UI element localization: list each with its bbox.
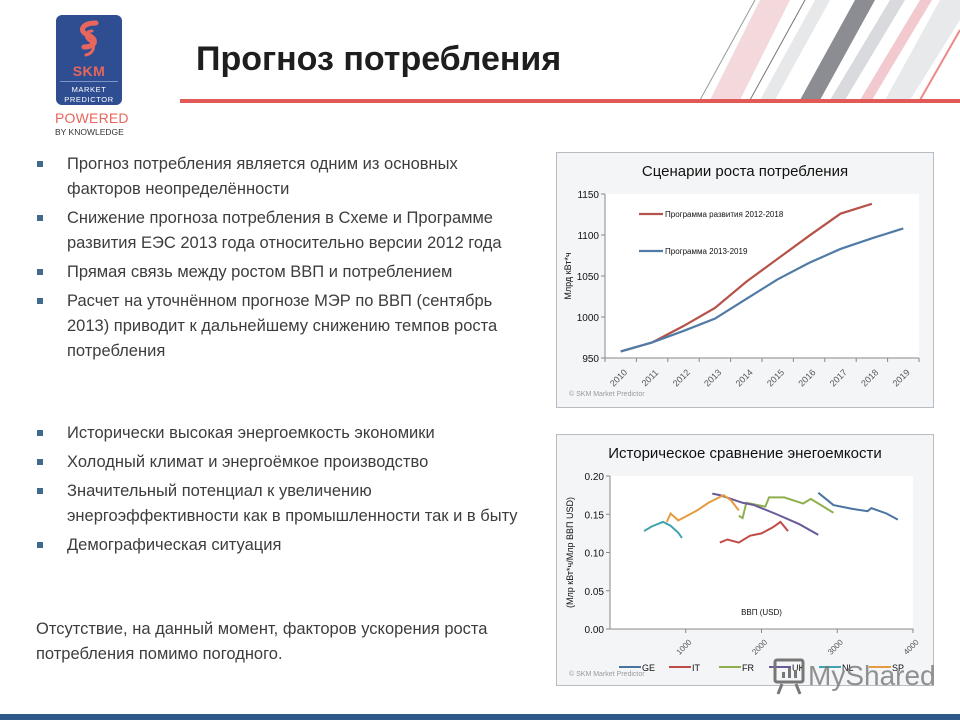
line-chart-plot: 0.20 0.15 0.10 0.05 0.00 1000 2000 3000 4000 ВВП … [565,472,921,673]
bullet-square-icon [37,430,43,436]
svg-text:IT: IT [692,663,701,673]
bullet-text: Прямая связь между ростом ВВП и потребле… [67,263,453,281]
svg-text:Программа развития 2012-2018: Программа развития 2012-2018 [665,210,784,219]
svg-text:0.20: 0.20 [585,472,605,483]
svg-text:1150: 1150 [577,190,599,201]
svg-text:UK: UK [792,663,805,673]
svg-text:FR: FR [742,663,754,673]
logo-tagline-powered: POWERED [55,110,129,126]
svg-text:SP: SP [892,663,904,673]
svg-text:2013: 2013 [702,367,723,388]
svg-text:2015: 2015 [765,367,786,388]
bullet-item: Прогноз потребления является одним из ос… [36,152,536,202]
svg-text:2019: 2019 [891,367,912,388]
bullet-text: Демографическая ситуация [67,536,282,554]
bullet-text: Значительный потенциал к увеличению энер… [67,482,518,525]
bullet-text: Снижение прогноза потребления в Схеме и … [67,209,502,252]
bullet-text: Исторически высокая энергоемкость эконом… [67,424,435,442]
bullet-square-icon [37,298,43,304]
watermark-text: MyShared [808,660,936,691]
svg-text:1050: 1050 [577,272,600,283]
svg-text:0.05: 0.05 [585,587,605,598]
chart-consumption-scenarios: Сценарии роста потребления 1150 1100 1050 1… [556,152,934,408]
bullet-list-1: Прогноз потребления является одним из ос… [36,152,536,368]
bullet-square-icon [37,488,43,494]
skm-swirl-icon [80,20,99,57]
svg-text:2018: 2018 [859,367,880,388]
bullet-text: Холодный климат и энергоёмкое производст… [67,453,429,471]
svg-text:Программа 2013-2019: Программа 2013-2019 [665,247,748,256]
bullet-square-icon [37,269,43,275]
logo-line2: PREDICTOR [64,95,114,104]
svg-text:Млрд кВт*ч: Млрд кВт*ч [563,252,573,300]
bullet-text: Расчет на уточнённом прогнозе МЭР по ВВП… [67,292,498,360]
bullet-item: Расчет на уточнённом прогнозе МЭР по ВВП… [36,289,536,364]
svg-text:3000: 3000 [826,637,845,656]
bullet-text: Прогноз потребления является одним из ос… [67,155,458,198]
logo-tagline-knowledge: BY KNOWLEDGE [55,127,124,137]
svg-text:NL: NL [842,663,854,673]
logo-divider [60,81,118,82]
svg-text:GE: GE [642,663,655,673]
svg-text:2011: 2011 [640,367,661,388]
svg-text:ВВП (USD): ВВП (USD) [741,608,782,617]
logo-brand: SKM [72,63,106,79]
svg-text:2010: 2010 [608,367,629,388]
presentation-board-icon [773,658,805,695]
bullet-item: Прямая связь между ростом ВВП и потребле… [36,260,536,285]
svg-text:2000: 2000 [750,637,769,656]
svg-text:950: 950 [582,354,599,365]
bullet-square-icon [37,215,43,221]
svg-text:(Млр кВт*ч/Млр ВВП USD): (Млр кВт*ч/Млр ВВП USD) [565,497,575,608]
chart-title: Сценарии роста потребления [641,163,849,180]
svg-text:2014: 2014 [734,367,755,388]
svg-text:1000: 1000 [675,637,694,656]
bullet-square-icon [37,161,43,167]
bullet-list-2: Исторически высокая энергоемкость эконом… [36,421,536,562]
svg-text:0.15: 0.15 [585,510,605,521]
svg-text:0.10: 0.10 [585,549,605,560]
bullet-square-icon [37,459,43,465]
svg-text:1100: 1100 [577,231,599,242]
svg-text:2012: 2012 [671,367,692,388]
bottom-bar [0,714,960,720]
svg-text:4000: 4000 [902,637,921,656]
bullet-item: Холодный климат и энергоёмкое производст… [36,450,536,475]
svg-text:2017: 2017 [828,367,849,388]
line-chart-plot: 1150 1100 1050 1000 950 2010 2011 2012 2013 2014 2… [563,190,920,388]
skm-logo: SKM MARKET PREDICTOR [56,15,122,105]
conclusion-text: Отсутствие, на данный момент, факторов у… [36,620,488,663]
title-underline [180,99,960,103]
svg-text:1000: 1000 [577,313,600,324]
svg-text:2016: 2016 [796,367,817,388]
decorative-stripes [699,0,960,100]
chart-copyright: © SKM Market Predictor [569,391,645,398]
watermark: MyShared [808,660,936,692]
logo-line1: MARKET [71,85,107,94]
bullet-item: Значительный потенциал к увеличению энер… [36,479,536,529]
chart-energy-intensity: Историческое сравнение энегоемкости 0.20… [556,434,934,686]
svg-text:0.00: 0.00 [585,625,605,636]
chart-copyright: © SKM Market Predictor [569,671,645,678]
chart-title: Историческое сравнение энегоемкости [608,445,882,462]
bullet-square-icon [37,542,43,548]
bullet-item: Снижение прогноза потребления в Схеме и … [36,206,536,256]
bullet-item: Исторически высокая энергоемкость эконом… [36,421,536,446]
bullet-item: Демографическая ситуация [36,533,536,558]
page-title: Прогноз потребления [196,40,562,78]
